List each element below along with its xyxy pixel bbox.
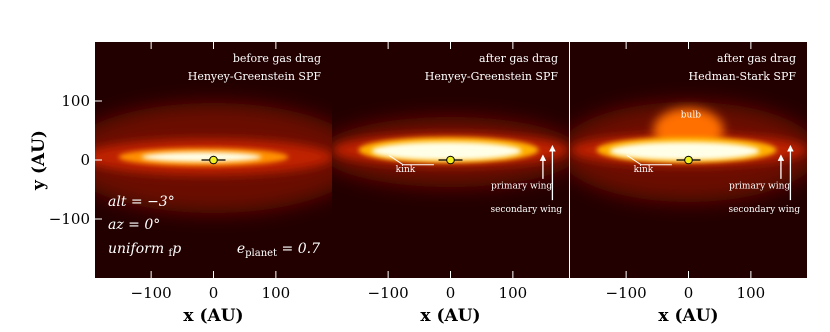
feature-label: secondary wing: [490, 205, 562, 215]
y-tick-label: 0: [80, 151, 90, 169]
note: uniform fp: [108, 241, 181, 259]
panel: −100 0 100 x (AU) after gas drag Hedman-Stark…: [570, 42, 807, 326]
x-tick-label: 0: [684, 284, 694, 302]
note-part: e: [237, 241, 245, 257]
feature-label: bulb: [681, 111, 701, 121]
feature-pointer: [626, 154, 672, 166]
panel-title: Hedman-Stark SPF: [689, 70, 797, 83]
note-part: uniform: [108, 241, 169, 257]
star: [446, 155, 455, 165]
glow: [609, 142, 760, 160]
x-tick-label: 0: [446, 284, 456, 302]
image: [332, 42, 569, 278]
note: alt = −3°: [108, 194, 175, 210]
note: eplanet = 0.7: [237, 241, 320, 259]
note-part: = 0.7: [277, 241, 320, 257]
x-tick-label: −100: [606, 284, 647, 302]
panel-title: Henyey-Greenstein SPF: [425, 70, 559, 83]
y-tick-label: −100: [49, 210, 90, 228]
x-axis-label: x (AU): [183, 306, 243, 326]
note-part: f: [169, 248, 174, 259]
glow: [371, 142, 522, 160]
panel-title: after gas drag: [717, 52, 796, 65]
x-tick-label: −100: [131, 284, 172, 302]
feature-pointer: [388, 154, 434, 166]
note-part: planet: [245, 248, 277, 259]
panel-title: before gas drag: [233, 52, 321, 65]
y-axis-label: y (AU): [29, 130, 49, 191]
x-tick-label: −100: [368, 284, 409, 302]
note-part: p: [172, 241, 181, 257]
feature-label: secondary wing: [728, 205, 800, 215]
panel-title: after gas drag: [479, 52, 558, 65]
glow: [141, 152, 262, 162]
feature-label: primary wing: [729, 181, 790, 191]
star: [684, 155, 693, 165]
x-tick-label: 100: [737, 284, 766, 302]
note-part: az = 0°: [108, 217, 160, 233]
feature-label: kink: [396, 165, 416, 175]
x-axis-label: x (AU): [658, 306, 718, 326]
feature-label: primary wing: [491, 181, 552, 191]
star: [209, 155, 218, 165]
note: az = 0°: [108, 217, 160, 233]
panel-title: Henyey-Greenstein SPF: [188, 70, 322, 83]
x-tick-label: 100: [499, 284, 528, 302]
panel: −100 0 100 100 0 −100 x (AU) y (AU) before gas d…: [29, 42, 332, 326]
x-tick-label: 0: [209, 284, 219, 302]
x-tick-label: 100: [262, 284, 291, 302]
y-tick-label: 100: [61, 92, 90, 110]
x-axis-label: x (AU): [420, 306, 480, 326]
panel: −100 0 100 x (AU) after gas drag Henyey-Green…: [332, 42, 569, 326]
feature-label: kink: [634, 165, 654, 175]
note-part: alt = −3°: [108, 194, 175, 210]
